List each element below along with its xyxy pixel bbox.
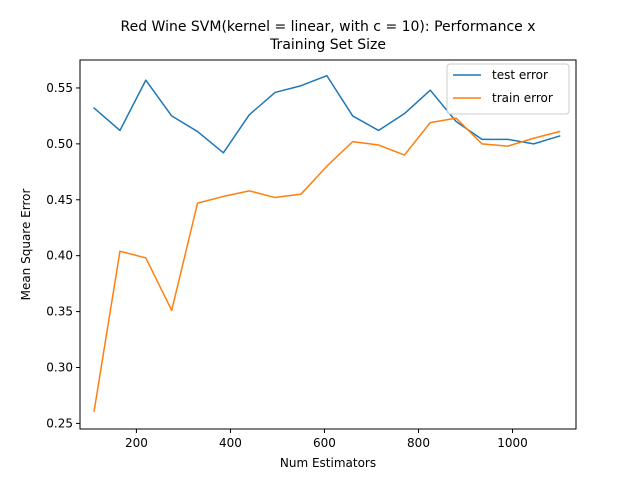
x-tick-label: 1000 <box>497 436 528 450</box>
y-tick-label: 0.40 <box>46 249 73 263</box>
legend: test error train error <box>446 63 570 115</box>
y-tick-label: 0.35 <box>46 305 73 319</box>
axes-frame <box>79 59 577 430</box>
y-tick-label: 0.55 <box>46 81 73 95</box>
legend-box <box>446 63 570 115</box>
legend-label-train-error: train error <box>492 91 553 105</box>
legend-label-test-error: test error <box>492 68 548 82</box>
x-tick-label: 200 <box>125 436 148 450</box>
y-tick-label: 0.25 <box>46 416 73 430</box>
axis-ticks: 200 400 600 800 1000 0.25 0.30 0.35 0.40 0.45 0.50… <box>46 81 528 450</box>
y-tick-label: 0.50 <box>46 137 73 151</box>
x-tick-label: 800 <box>407 436 430 450</box>
x-tick-label: 400 <box>219 436 242 450</box>
chart-title-line-1: Red Wine SVM(kernel = linear, with c = 1… <box>120 19 535 35</box>
chart-title-line-2: Training Set Size <box>269 37 386 53</box>
chart-title: Red Wine SVM(kernel = linear, with c = 1… <box>120 19 535 53</box>
x-axis-label: Num Estimators <box>280 456 376 470</box>
y-tick-label: 0.30 <box>46 361 73 375</box>
x-tick-label: 600 <box>313 436 336 450</box>
y-tick-label: 0.45 <box>46 193 73 207</box>
series-lines <box>93 74 561 412</box>
y-axis-label: Mean Square Error <box>19 189 33 301</box>
